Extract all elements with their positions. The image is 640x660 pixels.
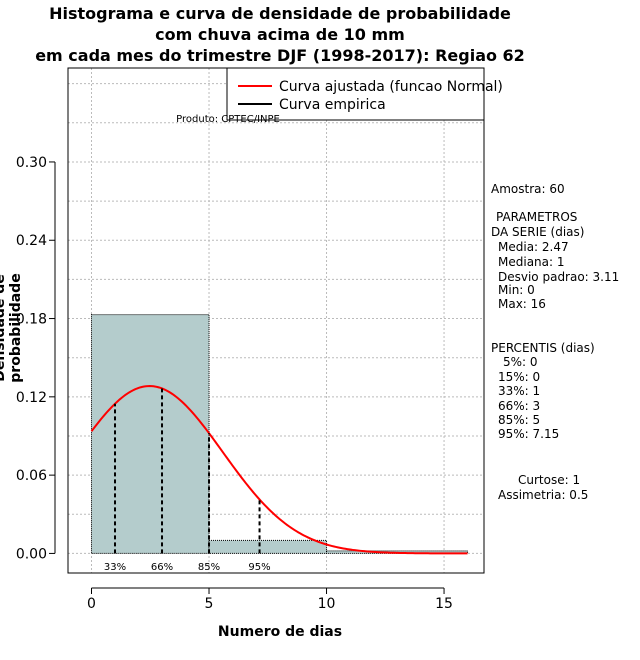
- legend-empirical-label: Curva empirica: [279, 97, 386, 113]
- x-tick-label: 0: [87, 596, 96, 612]
- stat-mediana: Mediana: 1: [498, 255, 565, 269]
- stat-min: Min: 0: [498, 283, 535, 297]
- product-credit: Produto: CPTEC/INPE: [176, 114, 280, 125]
- percentile-label: 95%: [248, 562, 270, 573]
- stat-curtose: Curtose: 1: [518, 473, 581, 487]
- stat-media: Media: 2.47: [498, 240, 569, 254]
- stat-p15: 15%: 0: [498, 370, 541, 384]
- stat-p5: 5%: 0: [503, 355, 538, 369]
- histogram-bar: [91, 314, 210, 554]
- y-tick-label: 0.06: [16, 468, 47, 484]
- stat-max: Max: 16: [498, 297, 546, 311]
- percentile-label: 66%: [151, 562, 173, 573]
- stat-p66: 66%: 3: [498, 399, 541, 413]
- legend-fitted-label: Curva ajustada (funcao Normal): [279, 79, 503, 95]
- chart-title-line-2: com chuva acima de 10 mm: [155, 25, 405, 44]
- chart-title-line-1: Histograma e curva de densidade de proba…: [49, 4, 511, 23]
- chart-title-line-3: em cada mes do trimestre DJF (1998-2017)…: [35, 46, 525, 65]
- stat-p85: 85%: 5: [498, 413, 541, 427]
- percentile-label: 85%: [198, 562, 220, 573]
- fitted-normal-curve: [90, 385, 468, 555]
- stat-assimetria: Assimetria: 0.5: [498, 488, 589, 502]
- stat-p95: 95%: 7.15: [498, 427, 560, 441]
- legend-box: [226, 67, 485, 121]
- x-tick-label: 10: [318, 596, 336, 612]
- stat-desvio: Desvio padrao: 3.11: [498, 270, 620, 284]
- y-tick-label: 0.30: [16, 155, 47, 171]
- legend: Curva ajustada (funcao Normal) Curva empi…: [226, 67, 503, 121]
- y-axis-label: Densidade de probabilidade: [0, 273, 24, 383]
- stat-amostra: Amostra: 60: [491, 182, 565, 196]
- x-axis-label: Numero de dias: [217, 624, 343, 640]
- histogram-bar: [208, 539, 328, 554]
- stat-params-header-2: DA SERIE (dias): [491, 225, 585, 239]
- x-tick-label: 15: [435, 596, 453, 612]
- stat-params-header-1: PARAMETROS: [496, 210, 578, 224]
- y-tick-label: 0.24: [16, 233, 47, 249]
- y-tick-label: 0.00: [16, 546, 47, 562]
- percentile-label: 33%: [104, 562, 126, 573]
- stat-p33: 33%: 1: [498, 384, 541, 398]
- x-tick-label: 5: [205, 596, 214, 612]
- y-tick-label: 0.18: [16, 312, 47, 328]
- y-tick-label: 0.12: [16, 390, 47, 406]
- stat-percentis-header: PERCENTIS (dias): [491, 341, 595, 355]
